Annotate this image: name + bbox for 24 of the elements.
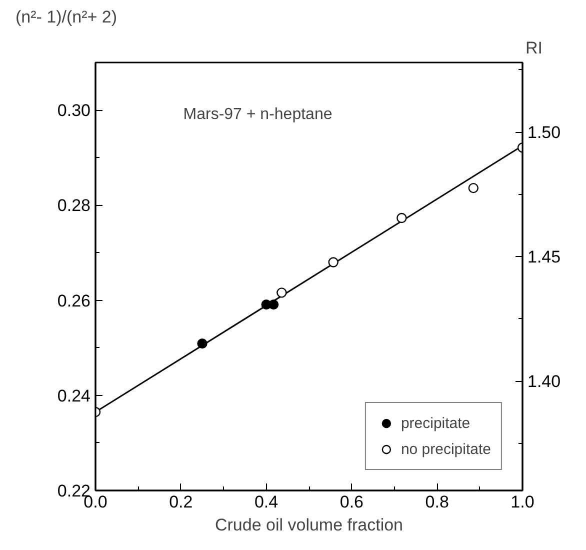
annotation: Mars-97 + n-heptane <box>183 106 332 123</box>
x-tick-label: 0.6 <box>340 492 364 512</box>
x-tick-label: 0.8 <box>425 492 449 512</box>
y2-axis-title: RI <box>526 38 542 58</box>
legend-label: precipitate <box>400 414 470 432</box>
point <box>468 182 478 194</box>
y2-tick-label: 1.50 <box>528 123 561 142</box>
x-axis-title: Crude oil volume fraction <box>214 516 404 534</box>
x-tick-label: 1.0 <box>510 492 534 512</box>
x-tick-label: 0.4 <box>254 492 278 512</box>
y2-tick-label: 1.40 <box>528 372 561 392</box>
y-tick-label: 0.28 <box>57 196 91 216</box>
y-tick-label: 0.24 <box>57 386 91 406</box>
y-tick-label: 0.30 <box>57 101 91 120</box>
point <box>197 338 208 349</box>
y-tick-label: 0.26 <box>57 291 91 310</box>
legend-label: no precipitate <box>400 440 491 458</box>
x-tick-label: 0.2 <box>169 492 193 512</box>
point <box>328 257 338 268</box>
point <box>268 299 279 310</box>
y-axis-title: (n²- 1)/(n²+ 2) <box>16 8 118 26</box>
point <box>396 212 407 224</box>
point <box>276 288 287 298</box>
y2-tick-label: 1.45 <box>528 248 561 267</box>
